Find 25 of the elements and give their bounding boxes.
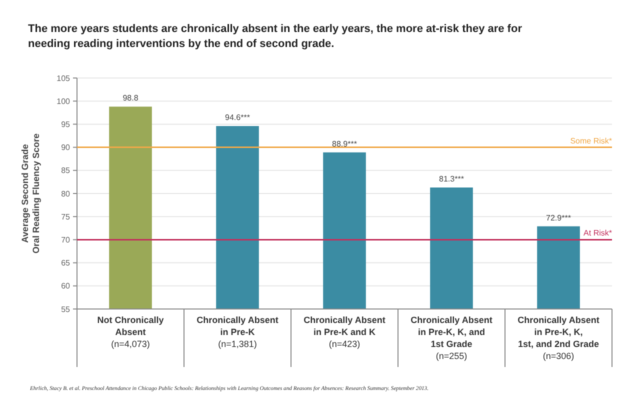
y-tick-label: 65: [61, 258, 71, 268]
y-tick-label: 70: [61, 236, 71, 244]
data-label: 72.9***: [546, 213, 571, 222]
x-tick-label: Chronically Absent in Pre-K, K, 1st, and 2nd Grade (n=306): [518, 315, 600, 361]
y-tick-label: 60: [61, 282, 71, 291]
y-tick-label: 90: [61, 143, 71, 152]
x-tick-label: Chronically Absent in Pre-K (n=1,381): [196, 315, 278, 349]
y-tick-label: 85: [61, 166, 71, 176]
ref-line-label: Some Risk*: [570, 136, 612, 146]
y-tick-label: 80: [61, 189, 71, 198]
data-label: 94.6***: [225, 113, 250, 122]
y-tick-label: 75: [61, 212, 71, 222]
data-label: 88.9***: [332, 139, 357, 148]
data-label: 81.3***: [439, 174, 464, 184]
y-tick-label: 105: [56, 74, 71, 83]
x-tick-label: Not Chronically Absent (n=4,073): [97, 315, 164, 349]
chart-title: The more years students are chronically absent in the early years, the more at-risk they are for needing reading interventions by the end of second grade.: [28, 23, 523, 50]
y-tick-label: 100: [56, 96, 71, 106]
x-tick-label: Chronically Absent in Pre-K and K (n=423): [304, 315, 386, 349]
data-label: 98.8: [122, 94, 139, 103]
y-tick-label: 95: [61, 120, 71, 129]
x-tick-label: Chronically Absent in Pre-K, K, and 1st Grade (n=255): [410, 315, 492, 361]
y-tick-label: 55: [61, 304, 71, 314]
y-axis-title: Average Second Grade Oral Reading Fluency Score: [20, 133, 41, 254]
ref-line-label: At Risk*: [584, 228, 612, 238]
